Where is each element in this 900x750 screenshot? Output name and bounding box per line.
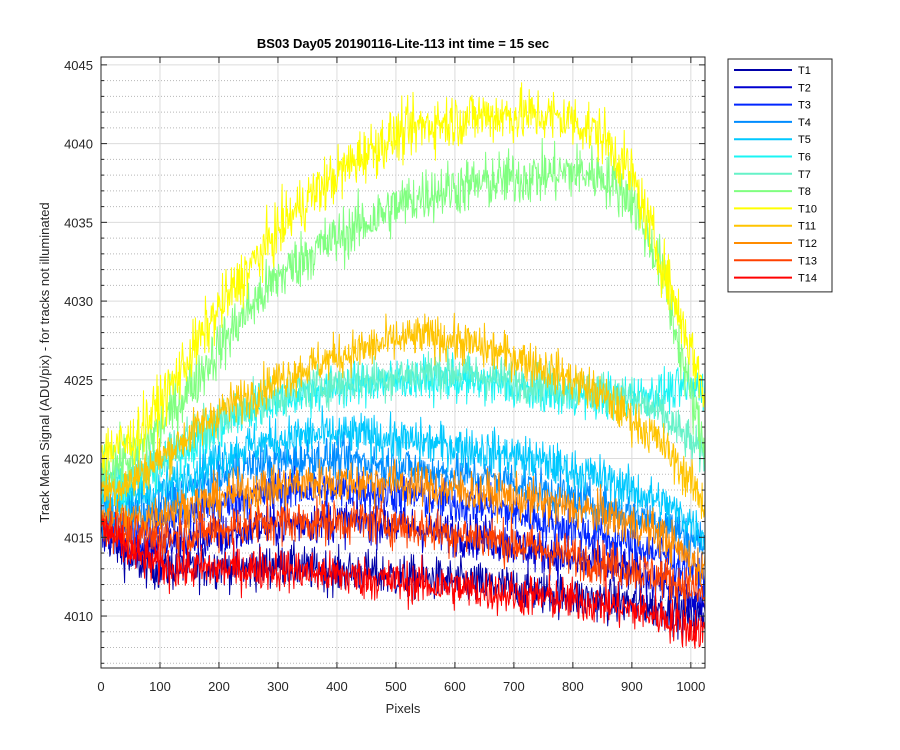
- legend-label-T11: T11: [798, 221, 816, 233]
- y-axis-label: Track Mean Signal (ADU/pix) - for tracks…: [37, 202, 52, 522]
- series-line-T11: [100, 312, 706, 519]
- x-tick-label: 500: [385, 679, 407, 694]
- legend-label-T7: T7: [798, 169, 811, 181]
- legend: T1 T2 T3 T4 T5 T6 T7 T8 T10 T11 T12 T13 T14: [727, 58, 833, 293]
- x-tick-label: 1000: [676, 679, 705, 694]
- y-tick-label: 4035: [64, 215, 93, 230]
- y-tick-label: 4025: [64, 373, 93, 388]
- legend-label-T6: T6: [798, 152, 811, 164]
- chart-title: BS03 Day05 20190116-Lite-113 int time = …: [257, 36, 549, 51]
- axes-box: [100, 56, 706, 669]
- axes: 0 100 200 300 400 500 600 700 800 900 1000 4010 4015…: [64, 56, 706, 694]
- x-tick-label: 0: [97, 679, 104, 694]
- legend-label-T14: T14: [798, 273, 817, 285]
- legend-label-T5: T5: [798, 134, 811, 146]
- legend-label-T3: T3: [798, 100, 811, 112]
- legend-label-T8: T8: [798, 186, 811, 198]
- x-tick-label: 900: [621, 679, 643, 694]
- x-axis-label: Pixels: [386, 701, 421, 716]
- y-tick-label: 4045: [64, 58, 93, 73]
- x-tick-label: 700: [503, 679, 525, 694]
- legend-label-T13: T13: [798, 255, 817, 267]
- series-line-T14: [100, 510, 706, 649]
- series-line-T12: [100, 459, 706, 586]
- x-tick-label: 600: [444, 679, 466, 694]
- legend-box: [727, 58, 833, 293]
- x-tick-label: 800: [562, 679, 584, 694]
- legend-label-T12: T12: [798, 238, 817, 250]
- legend-label-T10: T10: [798, 203, 817, 215]
- y-tick-label: 4015: [64, 530, 93, 545]
- plot-area: [100, 82, 706, 649]
- legend-label-T4: T4: [798, 117, 811, 129]
- legend-label-T1: T1: [798, 65, 811, 77]
- x-tick-label: 300: [267, 679, 289, 694]
- legend-label-T2: T2: [798, 82, 811, 94]
- x-tick-label: 100: [149, 679, 171, 694]
- x-tick-label: 200: [208, 679, 230, 694]
- series-line-T5: [100, 405, 706, 550]
- series-line-T13: [100, 495, 706, 613]
- y-tick-label: 4040: [64, 137, 93, 152]
- x-tick-label: 400: [326, 679, 348, 694]
- y-tick-label: 4010: [64, 609, 93, 624]
- series-line-T8: [100, 138, 706, 501]
- series-line-T10: [100, 82, 706, 474]
- y-tick-label: 4020: [64, 452, 93, 467]
- y-tick-label: 4030: [64, 294, 93, 309]
